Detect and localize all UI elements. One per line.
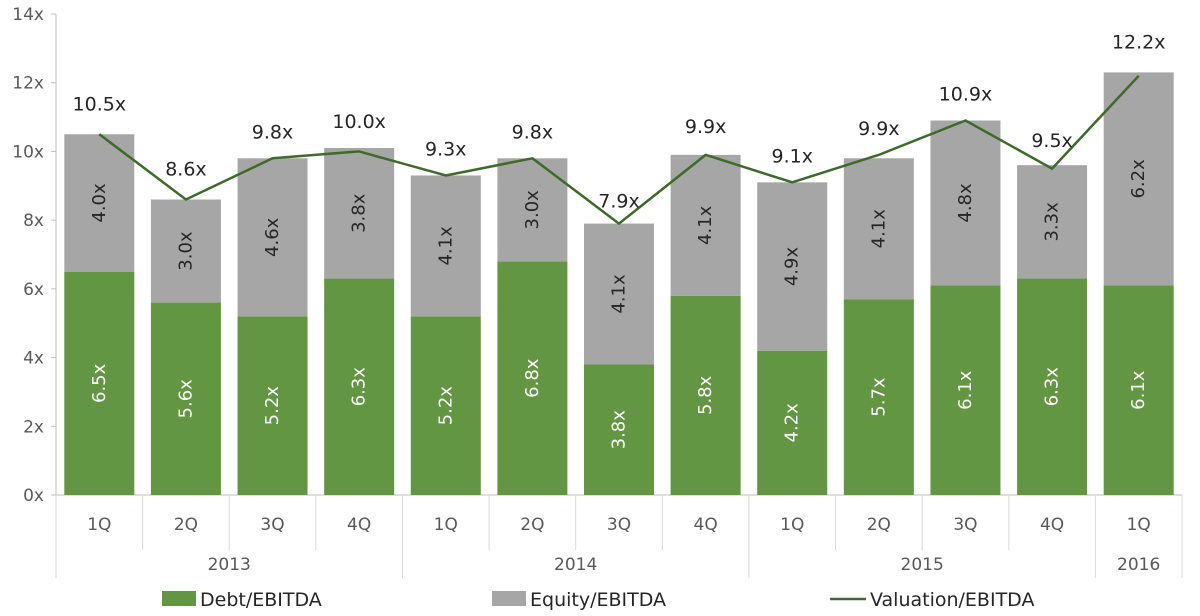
equity-data-label: 4.1x — [868, 209, 889, 249]
debt-data-label: 5.7x — [868, 377, 889, 417]
debt-data-label: 6.1x — [1128, 370, 1149, 410]
equity-data-label: 3.0x — [522, 190, 543, 230]
equity-data-label: 3.8x — [349, 193, 370, 233]
x-group-label: 2015 — [901, 555, 944, 575]
debt-data-label: 6.3x — [349, 367, 370, 407]
bar-debt-ebitda — [843, 299, 914, 495]
bar-debt-ebitda — [757, 350, 828, 495]
equity-data-label: 4.1x — [695, 205, 716, 245]
equity-data-label: 4.8x — [955, 183, 976, 223]
bar-equity-ebitda — [324, 147, 395, 279]
bar-debt-ebitda — [497, 261, 568, 495]
bar-equity-ebitda — [410, 175, 481, 317]
debt-data-label: 6.3x — [1042, 367, 1063, 407]
equity-data-label: 4.6x — [262, 217, 283, 257]
equity-data-label: 6.2x — [1128, 159, 1149, 199]
valuation-data-label: 10.9x — [939, 84, 993, 106]
valuation-data-label: 9.1x — [771, 145, 812, 167]
equity-data-label: 4.1x — [609, 274, 630, 314]
bar-debt-ebitda — [670, 295, 741, 495]
bar-equity-ebitda — [930, 120, 1001, 286]
y-tick-label: 6x — [23, 280, 44, 300]
bar-debt-ebitda — [64, 271, 135, 495]
x-category-label: 3Q — [953, 515, 977, 535]
x-category-label: 2Q — [867, 515, 891, 535]
x-category-label: 4Q — [1040, 515, 1064, 535]
valuation-data-label: 9.3x — [425, 138, 466, 160]
bar-debt-ebitda — [584, 364, 654, 495]
y-tick-label: 2x — [23, 417, 44, 437]
legend-swatch-equity — [492, 591, 526, 606]
bar-debt-ebitda — [150, 302, 221, 495]
bar-debt-ebitda — [1017, 278, 1088, 495]
bar-equity-ebitda — [237, 158, 308, 317]
debt-data-label: 5.2x — [435, 386, 456, 426]
equity-data-label: 3.3x — [1042, 202, 1063, 242]
debt-data-label: 4.2x — [782, 403, 803, 443]
x-category-label: 4Q — [347, 515, 371, 535]
valuation-data-label: 9.8x — [512, 121, 553, 143]
y-tick-label: 4x — [23, 349, 44, 369]
bar-equity-ebitda — [1103, 72, 1174, 286]
equity-data-label: 4.0x — [89, 183, 110, 223]
y-tick-label: 10x — [12, 142, 44, 162]
valuation-data-label: 9.8x — [252, 121, 293, 143]
y-tick-label: 12x — [12, 74, 44, 94]
x-group-label: 2013 — [208, 555, 251, 575]
valuation-data-label: 9.5x — [1031, 130, 1072, 152]
valuation-data-label: 9.9x — [685, 116, 726, 138]
legend-label: Valuation/EBITDA — [870, 589, 1034, 611]
debt-data-label: 5.8x — [695, 375, 716, 415]
bar-equity-ebitda — [584, 223, 654, 365]
equity-data-label: 4.1x — [435, 226, 456, 266]
x-category-label: 1Q — [1127, 515, 1151, 535]
bar-debt-ebitda — [1103, 285, 1174, 495]
y-tick-label: 14x — [12, 5, 44, 25]
x-category-label: 2Q — [174, 515, 198, 535]
debt-data-label: 5.6x — [175, 379, 196, 419]
x-category-label: 1Q — [434, 515, 458, 535]
x-category-label: 3Q — [260, 515, 284, 535]
legend-label: Debt/EBITDA — [200, 589, 322, 611]
bar-equity-ebitda — [64, 134, 135, 272]
bar-debt-ebitda — [930, 285, 1001, 495]
bar-debt-ebitda — [237, 316, 308, 495]
valuation-data-label: 12.2x — [1112, 31, 1166, 53]
bar-debt-ebitda — [410, 316, 481, 495]
debt-data-label: 3.8x — [609, 410, 630, 450]
valuation-data-label: 10.5x — [73, 93, 127, 115]
bar-equity-ebitda — [1017, 165, 1088, 279]
equity-data-label: 4.9x — [782, 247, 803, 287]
bar-debt-ebitda — [324, 278, 395, 495]
x-category-label: 1Q — [87, 515, 111, 535]
valuation-data-label: 10.0x — [332, 111, 386, 133]
x-category-label: 2Q — [520, 515, 544, 535]
valuation-line — [98, 74, 1140, 225]
valuation-data-label: 8.6x — [165, 159, 206, 181]
valuation-data-label: 9.9x — [858, 118, 899, 140]
valuation-data-label: 7.9x — [598, 191, 639, 213]
equity-data-label: 3.0x — [175, 231, 196, 271]
debt-data-label: 6.8x — [522, 358, 543, 398]
legend-label: Equity/EBITDA — [530, 589, 666, 611]
x-group-label: 2014 — [554, 555, 597, 575]
debt-data-label: 6.5x — [89, 363, 110, 403]
bar-equity-ebitda — [150, 199, 221, 303]
legend-swatch-debt — [162, 591, 196, 606]
debt-data-label: 5.2x — [262, 386, 283, 426]
bar-equity-ebitda — [757, 182, 828, 351]
y-tick-label: 8x — [23, 211, 44, 231]
x-category-label: 4Q — [694, 515, 718, 535]
x-category-label: 3Q — [607, 515, 631, 535]
debt-data-label: 6.1x — [955, 370, 976, 410]
bar-equity-ebitda — [843, 158, 914, 300]
x-group-label: 2016 — [1117, 555, 1160, 575]
y-tick-label: 0x — [23, 486, 44, 506]
x-category-label: 1Q — [780, 515, 804, 535]
bar-equity-ebitda — [670, 154, 741, 296]
